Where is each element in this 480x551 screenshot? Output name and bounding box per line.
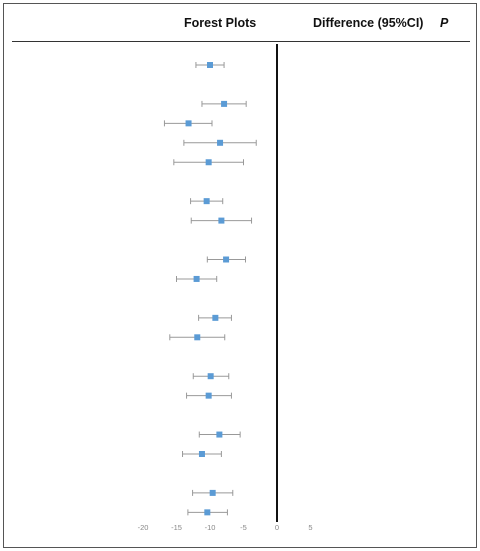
- point-estimate: [207, 373, 214, 380]
- ci-mark: [201, 100, 247, 107]
- point-estimate: [204, 509, 211, 516]
- x-tick-label: 0: [275, 523, 279, 532]
- point-estimate: [218, 217, 225, 224]
- point-estimate: [221, 100, 228, 107]
- point-estimate: [217, 139, 224, 146]
- x-tick-label: -5: [240, 523, 247, 532]
- difference-header: Difference (95%CI): [313, 16, 424, 30]
- point-estimate: [216, 431, 223, 438]
- point-estimate: [223, 256, 230, 263]
- point-estimate: [193, 275, 200, 282]
- ci-mark: [192, 489, 234, 496]
- ci-mark: [206, 256, 247, 263]
- point-estimate: [198, 451, 205, 457]
- ci-mark: [198, 314, 232, 321]
- ci-mark: [173, 159, 244, 166]
- ci-mark: [182, 451, 222, 457]
- ci-mark: [183, 139, 257, 146]
- header-rule: [12, 41, 470, 42]
- ci-mark: [195, 62, 225, 68]
- point-estimate: [194, 334, 201, 341]
- x-tick-label: 5: [308, 523, 312, 532]
- x-tick-label: -20: [138, 523, 149, 532]
- ci-mark: [192, 373, 230, 380]
- ci-mark: [190, 217, 253, 224]
- forest-plots-header: Forest Plots: [184, 16, 257, 30]
- ci-mark: [176, 275, 218, 282]
- ci-mark: [186, 392, 232, 399]
- forest-plot-figure: Forest Plots Difference (95%CI) P -20 -15…: [3, 3, 477, 548]
- forest-plot-canvas: -20 -15 -10 -5 0 5: [138, 62, 313, 532]
- point-estimate: [209, 489, 216, 496]
- x-tick-label: -15: [171, 523, 182, 532]
- point-estimate: [212, 314, 219, 321]
- point-estimate: [207, 62, 213, 68]
- ci-mark: [187, 509, 228, 516]
- point-estimate: [205, 392, 212, 399]
- ci-mark: [169, 334, 226, 341]
- ci-mark: [163, 120, 213, 127]
- ci-mark: [198, 431, 241, 438]
- point-estimate: [205, 159, 212, 166]
- ci-mark: [190, 198, 224, 205]
- point-estimate: [203, 198, 210, 205]
- x-tick-label: -10: [205, 523, 216, 532]
- p-value-header: P: [440, 16, 449, 30]
- zero-reference-line: [276, 44, 278, 522]
- point-estimate: [185, 120, 192, 127]
